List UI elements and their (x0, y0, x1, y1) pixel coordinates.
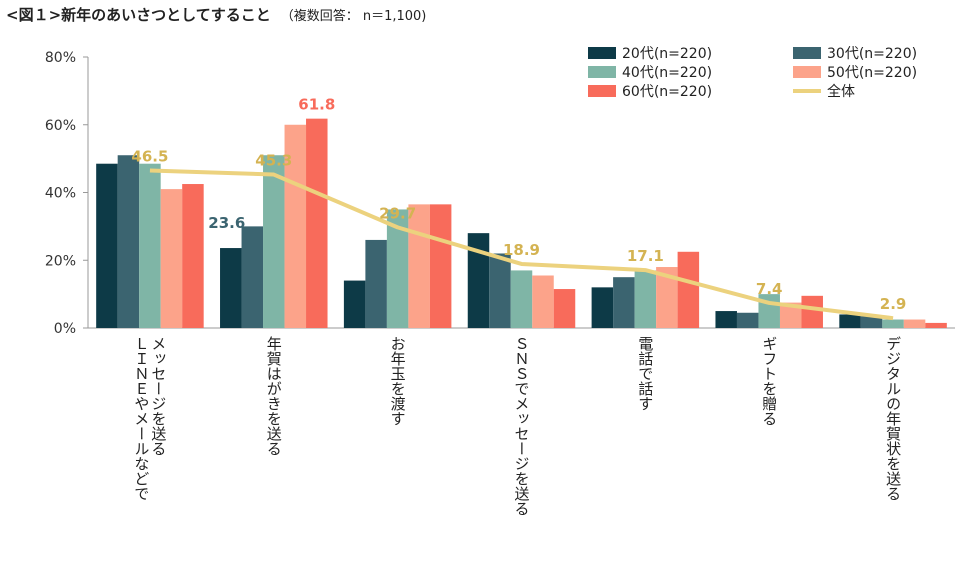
bar-60s-cat3 (553, 289, 576, 328)
bar-40s-cat3 (510, 270, 533, 328)
data-label: 61.8 (298, 96, 335, 114)
category-label: メッセージを送る (149, 336, 167, 456)
data-label: 45.3 (255, 152, 292, 170)
bar-50s-cat1 (284, 124, 307, 328)
data-label: 46.5 (131, 147, 168, 165)
category-label: お年玉を渡す (389, 336, 407, 426)
bar-20s-cat0 (96, 163, 118, 328)
bar-30s-cat4 (613, 277, 635, 328)
legend-swatch (588, 47, 616, 59)
bar-50s-cat0 (160, 189, 183, 328)
data-label: 23.6 (208, 214, 245, 232)
bar-60s-cat2 (429, 204, 452, 328)
bar-20s-cat6 (839, 314, 861, 328)
y-tick-label: 40% (45, 186, 76, 202)
category-label: ギフトを贈る (760, 336, 778, 426)
bar-30s-cat1 (241, 226, 264, 328)
data-label: 2.9 (880, 295, 907, 313)
bar-30s-cat0 (117, 155, 140, 328)
legend-label: 20代(n=220) (622, 46, 712, 62)
y-tick-label: 0% (54, 321, 76, 337)
legend-swatch (793, 47, 821, 59)
legend-label: 60代(n=220) (622, 84, 712, 100)
legend-label: 30代(n=220) (827, 46, 917, 62)
bar-60s-cat5 (801, 295, 823, 328)
bar-30s-cat3 (489, 253, 511, 328)
legend-swatch (588, 66, 616, 78)
bar-30s-cat5 (736, 312, 759, 328)
bar-40s-cat2 (386, 209, 409, 328)
bar-60s-cat0 (182, 184, 204, 328)
bar-40s-cat4 (634, 270, 657, 328)
category-label: 年賀はがきを送る (265, 336, 283, 456)
bar-20s-cat3 (467, 233, 490, 328)
bar-20s-cat4 (591, 287, 614, 328)
bar-20s-cat5 (715, 311, 737, 328)
bar-20s-cat1 (220, 248, 242, 328)
data-label: 29.7 (379, 204, 416, 222)
bar-30s-cat2 (365, 239, 387, 328)
data-label: 7.4 (756, 280, 783, 298)
bar-40s-cat0 (139, 163, 161, 328)
data-label: 18.9 (503, 241, 540, 259)
bar-60s-cat4 (677, 251, 700, 328)
category-label: 電話で話す (636, 336, 654, 411)
data-label: 17.1 (627, 247, 664, 265)
category-label: ＬＩＮＥやメールなどで (132, 336, 150, 501)
legend-label: 40代(n=220) (622, 65, 712, 81)
y-tick-label: 20% (45, 253, 76, 269)
legend-swatch (588, 85, 616, 97)
category-label: デジタルの年賀状を送る (884, 336, 902, 501)
bar-60s-cat6 (925, 322, 947, 328)
bar-50s-cat2 (408, 204, 430, 328)
y-tick-label: 60% (45, 118, 76, 134)
category-label: ＳＮＳでメッセージを送る (513, 336, 531, 516)
chart-title-text: <図１>新年のあいさつとしてすること (6, 6, 271, 24)
chart-subtitle: （複数回答： n＝1,100) (280, 9, 427, 24)
y-tick-label: 80% (45, 50, 76, 66)
bar-50s-cat4 (656, 267, 678, 328)
bar-50s-cat6 (903, 319, 926, 328)
bar-50s-cat3 (532, 275, 554, 328)
bar-60s-cat1 (306, 118, 328, 328)
bar-30s-cat6 (860, 316, 883, 328)
bar-20s-cat2 (343, 280, 366, 328)
legend-swatch (793, 66, 821, 78)
legend-label: 50代(n=220) (827, 65, 917, 81)
bar-50s-cat5 (779, 302, 802, 328)
total-line (149, 168, 894, 321)
bar-40s-cat1 (263, 155, 285, 328)
bar-40s-cat6 (882, 319, 904, 328)
chart-title: <図１>新年のあいさつとしてすること （複数回答： n＝1,100) (6, 4, 426, 25)
legend-label: 全体 (827, 83, 855, 100)
